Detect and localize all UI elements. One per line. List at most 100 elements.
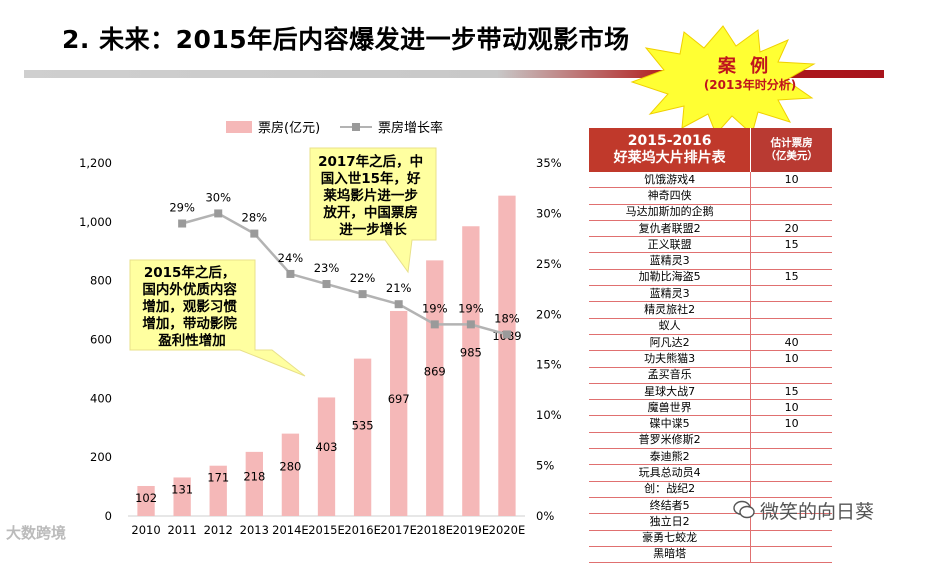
movie-title-cell: 蓝精灵3 [589,285,751,303]
bar-value-label: 171 [207,471,229,485]
growth-marker [466,320,475,329]
legend-line-label: 票房增长率 [378,120,443,136]
bar-value-label: 102 [135,491,157,505]
table-row: 豪勇七蛟龙 [589,530,832,547]
case-badge-subtitle: (2013年时分析) [703,78,797,92]
movie-title-cell: 星球大战7 [589,383,751,401]
table-row: 魔兽世界 10 [589,399,832,417]
movie-title-cell: 泰迪熊2 [589,448,751,466]
y-left-tick-label: 200 [90,450,112,464]
growth-value-label: 19% [458,301,484,315]
bar [245,451,263,516]
bar [317,397,336,516]
callout-2-bubble [309,147,437,274]
boxoffice-cell: 15 [750,383,832,401]
movie-title-cell: 饥饿游戏4 [589,172,751,189]
chart-callouts: 2015年之后， 国内外优质内容 增加，观影习惯 增加，带动影院 盈利性增加 2… [129,147,437,377]
growth-value-label: 30% [205,190,231,204]
table-row: 星球大战7 15 [589,383,832,401]
table-row: 终结者5 [589,497,832,515]
table-row: 马达加斯加的企鹅 [589,204,832,221]
callout-2-line: 国入世15年，好 [321,170,421,187]
table-row: 加勒比海盗5 15 [589,269,832,287]
growth-marker [286,269,295,278]
bar-value-label: 985 [460,346,482,360]
bar [390,310,408,516]
bar [173,477,191,516]
movie-title-cell: 创：战纪2 [589,481,751,498]
growth-line [181,212,508,336]
x-tick-label: 2013 [240,523,269,537]
y-right-tick-label: 20% [536,307,562,321]
growth-marker [178,219,187,228]
table-header-line: 2015-2016 [627,133,712,149]
table-row: 普罗米修斯2 [589,432,832,450]
x-tick-label: 2020E [489,523,526,537]
x-tick-label: 2011 [167,523,196,537]
boxoffice-cell: 10 [750,350,832,368]
table-row: 蓝精灵3 [589,285,832,303]
x-tick-label: 2016E [344,523,381,537]
boxoffice-cell [750,367,832,384]
growth-marker [322,280,331,289]
boxoffice-cell [750,204,832,221]
table-row: 蓝精灵3 [589,252,832,270]
table-row: 蚁人 [589,318,832,335]
boxoffice-cell [750,546,832,563]
boxoffice-cell [750,481,832,498]
table-row: 孟买音乐 [589,367,832,384]
bar-value-label: 535 [352,418,374,432]
table-row: 阿凡达2 40 [589,334,832,352]
growth-marker [430,320,439,329]
callout-2-line: 2017年之后，中 [318,153,423,170]
growth-value-label: 22% [350,271,376,285]
boxoffice-cell [750,318,832,335]
x-tick-label: 2012 [204,523,233,537]
boxoffice-cell [750,285,832,303]
movie-title-cell: 玩具总动员4 [589,464,751,482]
boxoffice-cell: 20 [750,220,832,238]
bar [137,485,155,516]
table-header-title: 2015-2016 好莱坞大片排片表 [589,128,751,172]
boxoffice-cell: 10 [750,415,832,433]
boxoffice-cell: 15 [750,236,832,254]
growth-value-label: 18% [494,311,520,325]
boxoffice-cell [750,497,832,515]
growth-marker [358,290,367,299]
movie-title-cell: 终结者5 [589,497,751,515]
growth-value-label: 28% [242,211,268,225]
callout-1-bubble [129,259,306,377]
bar [209,465,227,516]
callout-2-line: 进一步增长 [339,221,407,238]
movie-title-cell: 神奇四侠 [589,187,751,205]
boxoffice-cell [750,448,832,466]
table-header-line: 好莱坞大片排片表 [613,150,726,166]
table-row: 创：战纪2 [589,481,832,498]
y-left-tick-label: 400 [90,391,112,405]
movie-title-cell: 黑暗塔 [589,546,751,563]
y-right-tick-label: 10% [536,408,562,422]
growth-value-label: 19% [422,301,448,315]
bar-series: 1021311712182804035356978699851089 [135,195,522,516]
y-left-tick-label: 0 [105,509,112,523]
boxoffice-cell [750,464,832,482]
movie-title-cell: 加勒比海盗5 [589,269,751,287]
bar [281,433,300,516]
bar-value-label: 280 [279,460,301,474]
x-tick-label: 2015E [308,523,345,537]
movie-title-cell: 普罗米修斯2 [589,432,751,450]
line-series: 29% 30% 28% 24% 23% 22% 21% 19% 19% 18% [169,190,520,339]
bar [462,226,480,516]
x-tick-label: 2014E [272,523,309,537]
movie-title-cell: 豪勇七蛟龙 [589,530,751,547]
bar-value-label: 403 [316,440,338,454]
growth-marker [250,229,259,238]
table-row: 神奇四侠 [589,187,832,205]
callout-2-text: 2017年之后，中 国入世15年，好 莱坞影片进一步 放开，中国票房 进一步增长 [318,153,428,238]
title-divider [24,70,884,78]
x-tick-label: 2017E [380,523,417,537]
growth-value-label: 23% [314,261,340,275]
growth-value-label: 24% [278,251,304,265]
callout-1-line: 增加，观影习惯 [142,298,237,315]
y-left-tick-label: 600 [90,333,112,347]
